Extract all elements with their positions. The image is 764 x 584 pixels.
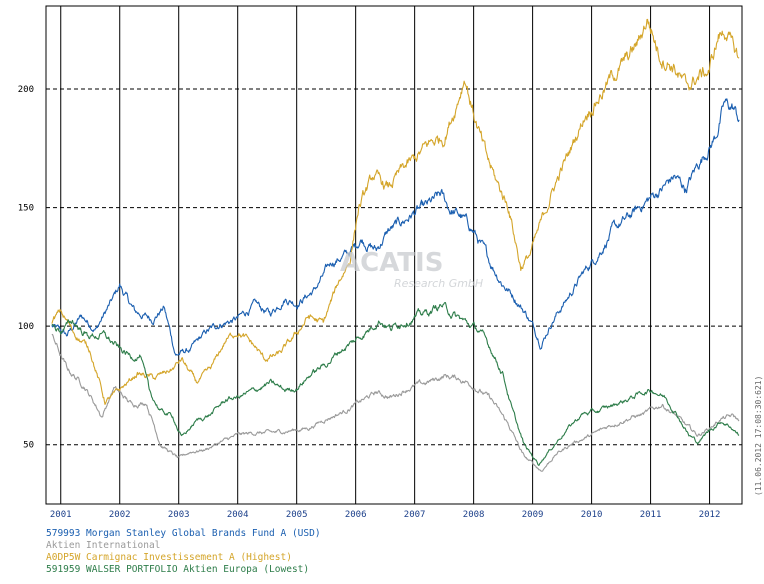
watermark-subtitle: Research GmbH [394, 277, 484, 290]
watermark-logo-text: ACATIS [340, 248, 444, 278]
line-chart: 2001 2002 2003 2004 2005 2006 2007 2008 2009 2010… [18, 5, 743, 520]
x-tick-label: 2005 [286, 510, 308, 520]
timestamp-stamp: (11.06.2012 17:08:30:621) [754, 375, 763, 496]
grid-lines [46, 6, 742, 504]
x-tick-label: 2004 [227, 510, 249, 520]
plot-frame [45, 5, 743, 505]
legend-item-walser: 591959 WALSER PORTFOLIO Aktien Europa (L… [46, 564, 310, 575]
x-tick-label: 2006 [345, 510, 367, 520]
y-tick-label: 200 [18, 85, 34, 95]
x-tick-label: 2001 [50, 510, 72, 520]
series-lines [51, 18, 740, 472]
x-tick-label: 2011 [640, 510, 662, 520]
y-tick-label: 100 [18, 322, 34, 332]
series-line-0 [51, 98, 740, 356]
y-tick-label: 150 [18, 204, 34, 214]
series-line-1 [51, 333, 740, 472]
x-tick-label: 2010 [581, 510, 603, 520]
series-line-2 [51, 18, 740, 405]
series-line-3 [51, 301, 740, 466]
x-tick-label: 2008 [463, 510, 485, 520]
legend-item-morgan-stanley: 579993 Morgan Stanley Global Brands Fund… [46, 528, 321, 539]
tick-labels: 2001 2002 2003 2004 2005 2006 2007 2008 2009 2010… [18, 85, 721, 520]
x-tick-label: 2009 [522, 510, 544, 520]
legend-item-aktien-international: Aktien International [46, 540, 161, 551]
y-tick-label: 50 [23, 441, 34, 451]
legend-item-carmignac: A0DP5W Carmignac Investissement A (Highe… [46, 552, 292, 563]
x-tick-label: 2003 [168, 510, 190, 520]
legend: 579993 Morgan Stanley Global Brands Fund… [46, 528, 321, 576]
x-tick-label: 2002 [109, 510, 131, 520]
x-tick-label: 2012 [699, 510, 721, 520]
x-tick-label: 2007 [404, 510, 426, 520]
